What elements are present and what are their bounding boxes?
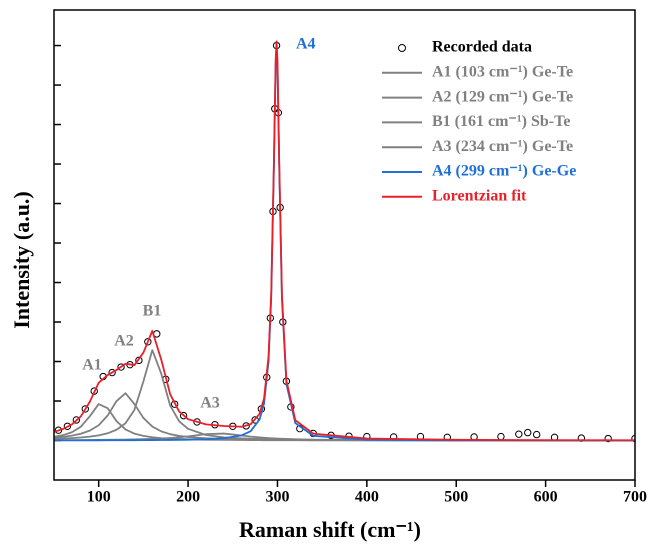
peak-label: A4: [296, 36, 316, 53]
peak-label: A3: [200, 395, 220, 412]
data-point: [532, 430, 541, 439]
data-point: [117, 363, 125, 371]
x-tick-label: 700: [623, 489, 647, 506]
data-point: [524, 428, 532, 437]
data-point: [497, 432, 505, 441]
data-point: [515, 430, 523, 438]
data-point: [144, 338, 152, 346]
peak-label: A2: [114, 333, 134, 350]
legend-marker: [398, 44, 406, 52]
legend-label: Recorded data: [432, 39, 532, 56]
peak-label: B1: [143, 303, 162, 320]
legend-label: A3 (234 cm⁻¹) Ge-Te: [432, 138, 573, 155]
data-point: [63, 422, 72, 430]
legend-label: Lorentzian fit: [432, 187, 527, 204]
curve: [54, 392, 635, 442]
x-tick-label: 400: [355, 489, 379, 506]
legend-label: A1 (103 cm⁻¹) Ge-Te: [432, 63, 573, 80]
legend-label: A4 (299 cm⁻¹) Ge-Ge: [432, 163, 576, 180]
data-point: [135, 356, 143, 365]
data-point: [108, 368, 116, 377]
data-point: [179, 411, 188, 420]
x-tick-label: 500: [444, 489, 468, 506]
x-tick-label: 300: [265, 489, 289, 506]
legend-label: B1 (161 cm⁻¹) Sb-Te: [432, 113, 570, 130]
curve: [54, 403, 635, 442]
plot-frame: [53, 9, 636, 481]
data-point: [604, 434, 612, 443]
data-point: [81, 405, 89, 413]
data-point: [72, 416, 81, 424]
curve: [54, 40, 635, 442]
x-axis-label: Raman shift (cm⁻¹): [239, 517, 421, 542]
curve: [54, 349, 635, 442]
x-tick-label: 200: [176, 489, 200, 506]
x-tick-label: 100: [87, 489, 111, 506]
y-axis-label: Intensity (a.u.): [9, 191, 34, 329]
x-tick-label: 600: [534, 489, 558, 506]
legend-label: A2 (129 cm⁻¹) Ge-Te: [432, 88, 573, 105]
peak-label: A1: [82, 357, 102, 374]
